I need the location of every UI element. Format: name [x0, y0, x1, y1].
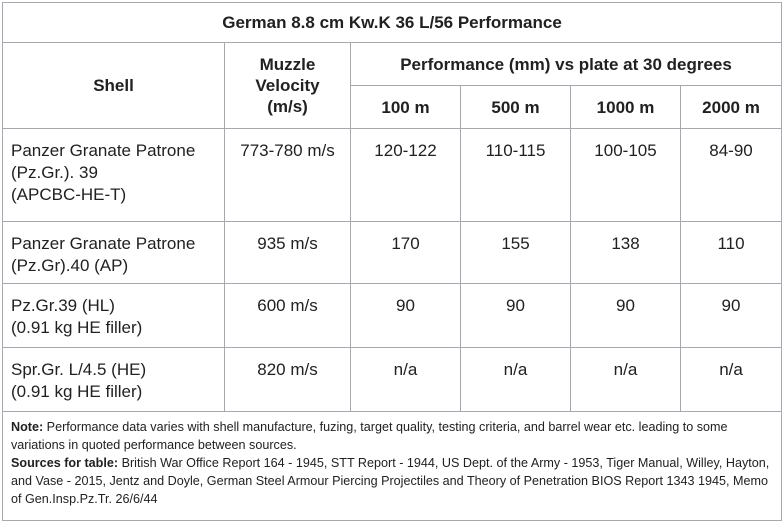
- header-muzzle-velocity: Muzzle Velocity (m/s): [224, 42, 351, 129]
- perf-2000m: n/a: [679, 347, 783, 412]
- header-muzzle-velocity-line3: (m/s): [267, 97, 308, 116]
- shell-name: Pz.Gr.39 (HL) (0.91 kg HE filler): [2, 283, 225, 348]
- perf-1000m: n/a: [570, 347, 681, 412]
- header-muzzle-velocity-line1: Muzzle: [259, 55, 316, 74]
- perf-100m: 170: [350, 221, 461, 284]
- table-row: Panzer Granate Patrone (Pz.Gr).40 (AP) 9…: [2, 221, 783, 284]
- shell-name-line: (0.91 kg HE filler): [11, 318, 143, 337]
- shell-name-line: Spr.Gr. L/4.5 (HE): [11, 360, 147, 379]
- shell-name: Spr.Gr. L/4.5 (HE) (0.91 kg HE filler): [2, 347, 225, 412]
- perf-500m: 90: [460, 283, 571, 348]
- sources-label: Sources for table:: [11, 456, 119, 470]
- perf-500m: 110-115: [460, 128, 571, 222]
- header-shell: Shell: [2, 42, 225, 129]
- perf-2000m: 84-90: [679, 128, 783, 222]
- shell-name: Panzer Granate Patrone (Pz.Gr).40 (AP): [2, 221, 225, 284]
- table-row: Spr.Gr. L/4.5 (HE) (0.91 kg HE filler) 8…: [2, 347, 783, 412]
- note-text: Performance data varies with shell manuf…: [11, 420, 728, 452]
- muzzle-velocity-value: 773-780 m/s: [224, 128, 351, 222]
- perf-500m: 155: [460, 221, 571, 284]
- muzzle-velocity-value: 600 m/s: [224, 283, 351, 348]
- header-performance: Performance (mm) vs plate at 30 degrees: [349, 42, 783, 86]
- muzzle-velocity-value: 820 m/s: [224, 347, 351, 412]
- header-muzzle-velocity-line2: Velocity: [255, 76, 320, 95]
- perf-1000m: 138: [570, 221, 681, 284]
- shell-name-line: (Pz.Gr.). 39: [11, 163, 98, 182]
- perf-1000m: 100-105: [570, 128, 681, 222]
- sources-text: British War Office Report 164 - 1945, ST…: [11, 456, 770, 506]
- shell-name: Panzer Granate Patrone (Pz.Gr.). 39 (APC…: [2, 128, 225, 222]
- muzzle-velocity-value: 935 m/s: [224, 221, 351, 284]
- table-title: German 8.8 cm Kw.K 36 L/56 Performance: [1, 2, 783, 43]
- header-range-500: 500 m: [460, 85, 571, 129]
- table-row: Pz.Gr.39 (HL) (0.91 kg HE filler) 600 m/…: [2, 283, 783, 348]
- header-range-1000: 1000 m: [570, 85, 681, 129]
- perf-100m: 120-122: [350, 128, 461, 222]
- perf-2000m: 90: [679, 283, 783, 348]
- perf-500m: n/a: [460, 347, 571, 412]
- shell-name-line: (APCBC-HE-T): [11, 185, 127, 204]
- shell-name-line: Panzer Granate Patrone: [11, 234, 196, 253]
- header-range-2000: 2000 m: [679, 85, 783, 129]
- perf-100m: 90: [350, 283, 461, 348]
- shell-name-line: (Pz.Gr).40 (AP): [11, 256, 129, 275]
- header-range-100: 100 m: [350, 85, 461, 129]
- perf-100m: n/a: [350, 347, 461, 412]
- table-footnote: Note: Performance data varies with shell…: [1, 411, 783, 521]
- shell-name-line: Panzer Granate Patrone: [11, 141, 196, 160]
- shell-name-line: (0.91 kg HE filler): [11, 382, 143, 401]
- note-label: Note:: [11, 420, 44, 434]
- perf-1000m: 90: [570, 283, 681, 348]
- perf-2000m: 110: [679, 221, 783, 284]
- shell-name-line: Pz.Gr.39 (HL): [11, 296, 115, 315]
- table-row: Panzer Granate Patrone (Pz.Gr.). 39 (APC…: [2, 128, 783, 222]
